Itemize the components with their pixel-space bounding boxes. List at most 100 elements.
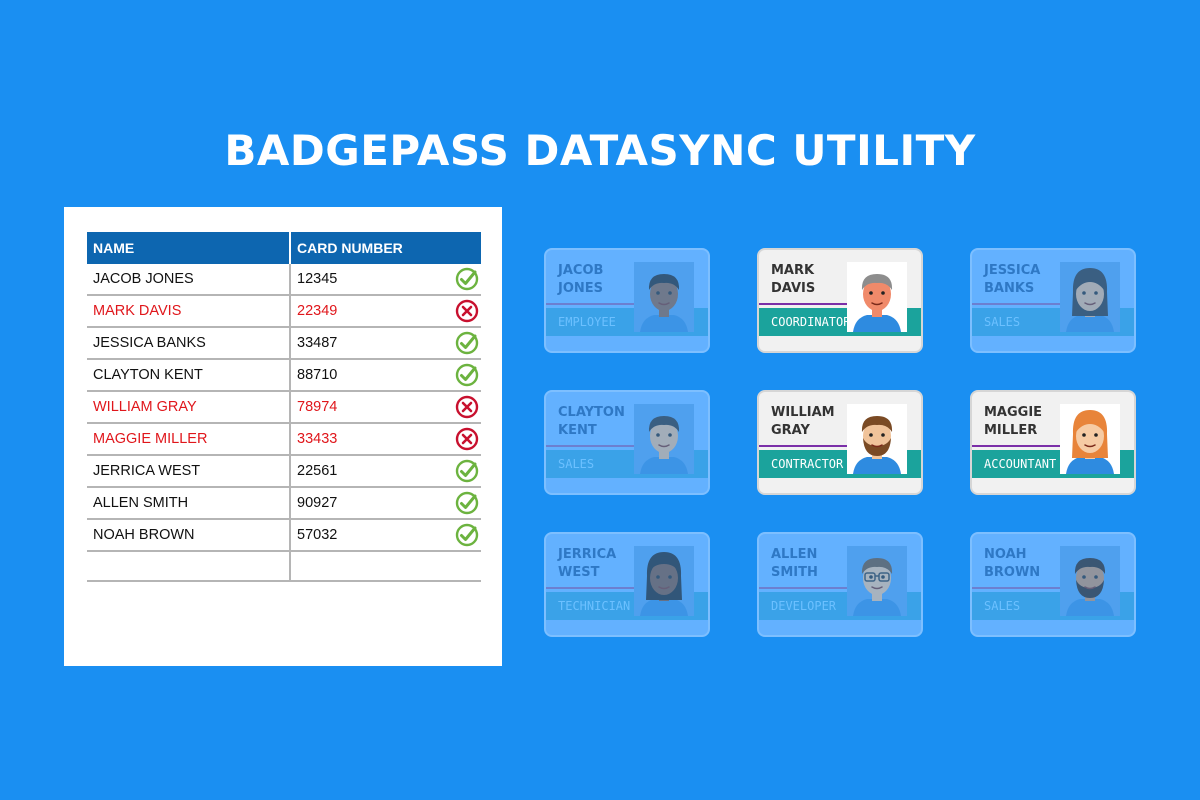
badge-divider xyxy=(972,303,1060,305)
badge-last-name: JONES xyxy=(558,281,604,296)
x-circle-icon xyxy=(455,427,479,451)
badge-first-name: WILLIAM xyxy=(771,405,835,420)
id-badge-allen-smith[interactable]: DEVELOPER ALLEN SMITH xyxy=(757,532,923,637)
badge-last-name: SMITH xyxy=(771,565,818,580)
id-badge-jacob-jones[interactable]: EMPLOYEE JACOB JONES xyxy=(544,248,710,353)
row-name: ALLEN SMITH xyxy=(87,487,291,520)
badge-photo-icon xyxy=(1060,546,1120,616)
badge-first-name: JERRICA xyxy=(558,547,617,562)
badge-photo-icon xyxy=(634,262,694,332)
row-name: MAGGIE MILLER xyxy=(87,423,291,456)
id-badge-clayton-kent[interactable]: SALES CLAYTON KENT xyxy=(544,390,710,495)
badge-divider xyxy=(759,587,847,589)
id-badge-mark-davis[interactable]: COORDINATOR MARK DAVIS xyxy=(757,248,923,353)
row-card-number: 22349 xyxy=(297,303,338,319)
row-name: MARK DAVIS xyxy=(87,295,291,328)
badge-last-name: WEST xyxy=(558,565,600,580)
row-card-cell: 33433 xyxy=(290,423,481,456)
badge-first-name: ALLEN xyxy=(771,547,818,562)
row-card-cell: 12345 xyxy=(290,264,481,296)
table-row[interactable]: JESSICA BANKS 33487 xyxy=(87,327,481,360)
table-row[interactable]: CLAYTON KENT 88710 xyxy=(87,359,481,392)
badge-last-name: BROWN xyxy=(984,565,1041,580)
table-row[interactable]: JERRICA WEST 22561 xyxy=(87,455,481,488)
x-circle-icon xyxy=(455,395,479,419)
badge-divider xyxy=(972,445,1060,447)
table-row[interactable]: MARK DAVIS 22349 xyxy=(87,295,481,328)
id-badge-william-gray[interactable]: CONTRACTOR WILLIAM GRAY xyxy=(757,390,923,495)
badge-photo-icon xyxy=(1060,404,1120,474)
badge-name: MAGGIE MILLER xyxy=(984,404,1074,440)
badge-photo-icon xyxy=(847,546,907,616)
table-row[interactable]: JACOB JONES 12345 xyxy=(87,264,481,296)
table-row-empty[interactable] xyxy=(87,551,481,582)
check-circle-icon xyxy=(455,523,479,547)
id-badge-jessica-banks[interactable]: SALES JESSICA BANKS xyxy=(970,248,1136,353)
row-name: NOAH BROWN xyxy=(87,519,291,552)
row-card-cell: 78974 xyxy=(290,391,481,424)
badge-photo-icon xyxy=(847,404,907,474)
row-card-number: 90927 xyxy=(297,495,338,511)
badge-name: ALLEN SMITH xyxy=(771,546,861,582)
x-circle-icon xyxy=(455,299,479,323)
badge-last-name: DAVIS xyxy=(771,281,816,296)
table-header-row: NAME CARD NUMBER xyxy=(87,232,481,264)
row-card-cell: 33487 xyxy=(290,327,481,360)
badge-first-name: CLAYTON xyxy=(558,405,625,420)
check-circle-icon xyxy=(455,267,479,291)
table-row[interactable]: ALLEN SMITH 90927 xyxy=(87,487,481,520)
row-name xyxy=(87,551,291,582)
card-table: NAME CARD NUMBER JACOB JONES 12345 MARK DA… xyxy=(87,232,481,582)
id-badge-jerrica-west[interactable]: TECHNICIAN JERRICA WEST xyxy=(544,532,710,637)
row-card-cell: 57032 xyxy=(290,519,481,552)
badge-first-name: MARK xyxy=(771,263,815,278)
column-header-name[interactable]: NAME xyxy=(87,232,291,264)
id-badge-noah-brown[interactable]: SALES NOAH BROWN xyxy=(970,532,1136,637)
check-circle-icon xyxy=(455,363,479,387)
column-header-card-number[interactable]: CARD NUMBER xyxy=(290,232,481,264)
page-title: BADGEPASS DATASYNC UTILITY xyxy=(224,126,976,175)
badge-first-name: JACOB xyxy=(558,263,604,278)
badge-photo-icon xyxy=(847,262,907,332)
badge-name: MARK DAVIS xyxy=(771,262,861,298)
row-card-cell: 22349 xyxy=(290,295,481,328)
badge-name: WILLIAM GRAY xyxy=(771,404,861,440)
row-card-number: 33487 xyxy=(297,335,338,351)
badge-divider xyxy=(546,445,634,447)
badge-divider xyxy=(546,303,634,305)
row-card-number: 57032 xyxy=(297,527,338,543)
badge-divider xyxy=(759,303,847,305)
row-name: JESSICA BANKS xyxy=(87,327,291,360)
row-card-cell: 90927 xyxy=(290,487,481,520)
check-circle-icon xyxy=(455,459,479,483)
table-row[interactable]: WILLIAM GRAY 78974 xyxy=(87,391,481,424)
badge-first-name: JESSICA xyxy=(984,263,1041,278)
row-name: CLAYTON KENT xyxy=(87,359,291,392)
badge-name: JESSICA BANKS xyxy=(984,262,1074,298)
card-table-panel: NAME CARD NUMBER JACOB JONES 12345 MARK DA… xyxy=(64,207,502,666)
badge-name: CLAYTON KENT xyxy=(558,404,648,440)
row-card-number: 12345 xyxy=(297,271,338,287)
badge-photo-icon xyxy=(634,404,694,474)
row-name: WILLIAM GRAY xyxy=(87,391,291,424)
row-card-number: 88710 xyxy=(297,367,338,383)
row-card-number: 22561 xyxy=(297,463,338,479)
badge-name: NOAH BROWN xyxy=(984,546,1074,582)
table-row[interactable]: MAGGIE MILLER 33433 xyxy=(87,423,481,456)
badge-divider xyxy=(759,445,847,447)
row-card-number: 78974 xyxy=(297,399,338,415)
badge-last-name: GRAY xyxy=(771,423,810,438)
badge-name: JACOB JONES xyxy=(558,262,648,298)
table-row[interactable]: NOAH BROWN 57032 xyxy=(87,519,481,552)
badge-photo-icon xyxy=(634,546,694,616)
check-circle-icon xyxy=(455,331,479,355)
id-badge-maggie-miller[interactable]: ACCOUNTANT MAGGIE MILLER xyxy=(970,390,1136,495)
badge-last-name: KENT xyxy=(558,423,597,438)
badge-last-name: MILLER xyxy=(984,423,1038,438)
row-name: JERRICA WEST xyxy=(87,455,291,488)
badge-first-name: MAGGIE xyxy=(984,405,1043,420)
row-name: JACOB JONES xyxy=(87,264,291,296)
badge-divider xyxy=(972,587,1060,589)
row-card-cell: 22561 xyxy=(290,455,481,488)
row-card-cell xyxy=(290,551,481,582)
